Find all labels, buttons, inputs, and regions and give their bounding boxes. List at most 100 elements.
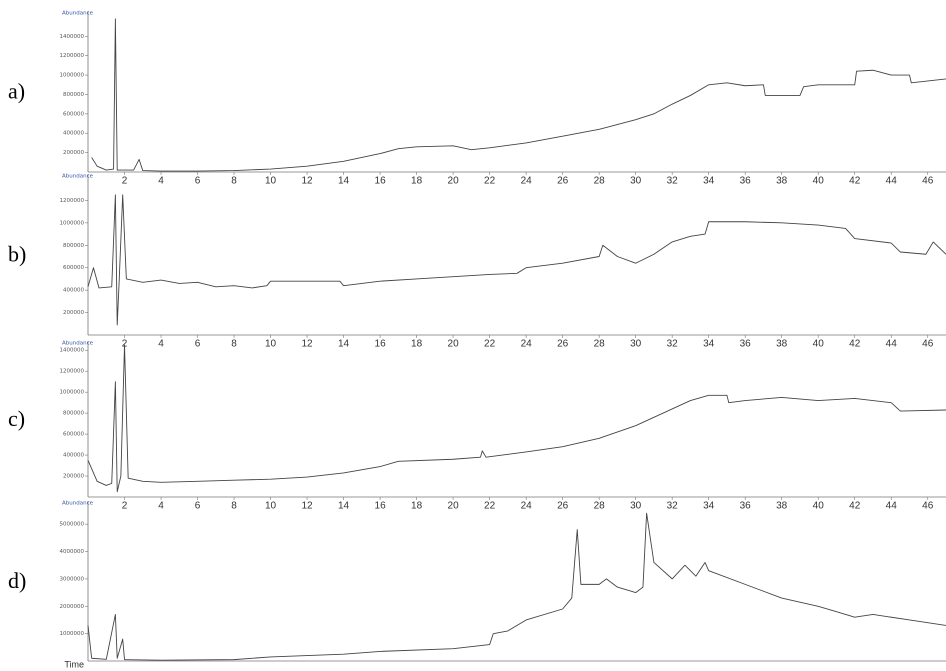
y-tick-label: 600000 — [63, 111, 84, 117]
x-tick-label: 46 — [922, 501, 934, 512]
chromatogram-line — [91, 18, 946, 172]
x-tick-label: 22 — [484, 501, 496, 512]
x-tick-label: 4 — [158, 176, 164, 187]
x-tick-label: 34 — [703, 339, 715, 350]
y-tick-label: 600000 — [63, 265, 84, 271]
y-axis-label: Abundance — [62, 341, 94, 347]
x-tick-label: 6 — [195, 176, 201, 187]
x-tick-label: 24 — [521, 501, 533, 512]
x-tick-label: 40 — [813, 176, 825, 187]
x-tick-label: 14 — [338, 339, 350, 350]
x-tick-label: 32 — [667, 339, 679, 350]
x-tick-label: 42 — [849, 501, 861, 512]
x-tick-label: 16 — [375, 339, 387, 350]
x-tick-label: 38 — [776, 501, 788, 512]
chromatogram-line — [87, 194, 946, 326]
x-tick-label: 44 — [886, 501, 898, 512]
y-tick-label: 1400000 — [60, 34, 85, 40]
x-tick-label: 10 — [265, 176, 277, 187]
y-tick-label: 1400000 — [60, 348, 85, 354]
x-tick-label: 10 — [265, 339, 277, 350]
x-tick-label: 12 — [302, 176, 314, 187]
y-tick-label: 800000 — [63, 243, 84, 249]
x-tick-label: 32 — [667, 501, 679, 512]
x-tick-label: 20 — [448, 176, 460, 187]
y-tick-label: 1000000 — [60, 73, 85, 79]
y-tick-label: 1200000 — [60, 198, 85, 204]
x-tick-label: 2 — [122, 501, 128, 512]
x-tick-label: 30 — [630, 501, 642, 512]
x-tick-label: 36 — [740, 176, 752, 187]
y-tick-label: 1200000 — [60, 369, 85, 375]
x-tick-label: 8 — [231, 501, 237, 512]
y-axis-label: Abundance — [62, 501, 94, 507]
y-axis-label: Abundance — [62, 11, 94, 17]
x-tick-label: 4 — [158, 339, 164, 350]
y-tick-label: 800000 — [63, 411, 84, 417]
x-tick-label: 28 — [594, 501, 606, 512]
y-tick-label: 400000 — [63, 288, 84, 294]
y-axis-label: Abundance — [62, 174, 94, 180]
x-tick-label: 18 — [411, 501, 423, 512]
x-tick-label: 10 — [265, 501, 277, 512]
y-tick-label: 200000 — [63, 150, 84, 156]
x-tick-label: 26 — [557, 501, 569, 512]
chromatogram-line — [87, 512, 946, 661]
y-tick-label: 600000 — [63, 432, 84, 438]
x-tick-label: 40 — [813, 339, 825, 350]
x-tick-label: 32 — [667, 176, 679, 187]
x-tick-label: 12 — [302, 501, 314, 512]
y-tick-label: 1000000 — [60, 220, 85, 226]
x-tick-label: 20 — [448, 339, 460, 350]
x-tick-label: 24 — [521, 339, 533, 350]
x-tick-label: 2 — [122, 339, 128, 350]
x-tick-label: 6 — [195, 339, 201, 350]
x-tick-label: 8 — [231, 339, 237, 350]
panel-label: a) — [8, 79, 25, 104]
y-tick-label: 5000000 — [60, 522, 85, 528]
x-tick-label: 42 — [849, 176, 861, 187]
y-tick-label: 400000 — [63, 453, 84, 459]
x-axis-label: Time — [64, 659, 84, 669]
y-tick-label: 3000000 — [60, 576, 85, 582]
chromatogram-line — [87, 344, 946, 493]
x-tick-label: 26 — [557, 176, 569, 187]
x-tick-label: 28 — [594, 339, 606, 350]
x-tick-label: 24 — [521, 176, 533, 187]
y-tick-label: 200000 — [63, 310, 84, 316]
x-tick-label: 44 — [886, 339, 898, 350]
x-tick-label: 46 — [922, 339, 934, 350]
x-tick-label: 6 — [195, 501, 201, 512]
x-tick-label: 26 — [557, 339, 569, 350]
x-tick-label: 12 — [302, 339, 314, 350]
x-tick-label: 36 — [740, 339, 752, 350]
x-tick-label: 30 — [630, 339, 642, 350]
x-tick-label: 18 — [411, 339, 423, 350]
x-tick-label: 22 — [484, 176, 496, 187]
panel-label: c) — [8, 406, 25, 431]
x-tick-label: 18 — [411, 176, 423, 187]
x-tick-label: 38 — [776, 176, 788, 187]
y-tick-label: 2000000 — [60, 604, 85, 610]
panel-label: d) — [8, 568, 26, 593]
y-tick-label: 800000 — [63, 92, 84, 98]
y-tick-label: 200000 — [63, 474, 84, 480]
x-tick-label: 20 — [448, 501, 460, 512]
y-tick-label: 1200000 — [60, 53, 85, 59]
x-tick-label: 34 — [703, 501, 715, 512]
x-tick-label: 16 — [375, 501, 387, 512]
y-tick-label: 1000000 — [60, 631, 85, 637]
x-tick-label: 16 — [375, 176, 387, 187]
panel-label: b) — [8, 242, 26, 267]
x-tick-label: 8 — [231, 176, 237, 187]
x-tick-label: 46 — [922, 176, 934, 187]
x-tick-label: 14 — [338, 176, 350, 187]
x-tick-label: 2 — [122, 176, 128, 187]
y-tick-label: 400000 — [63, 131, 84, 137]
y-tick-label: 4000000 — [60, 549, 85, 555]
x-tick-label: 28 — [594, 176, 606, 187]
x-tick-label: 40 — [813, 501, 825, 512]
x-tick-label: 22 — [484, 339, 496, 350]
x-tick-label: 34 — [703, 176, 715, 187]
